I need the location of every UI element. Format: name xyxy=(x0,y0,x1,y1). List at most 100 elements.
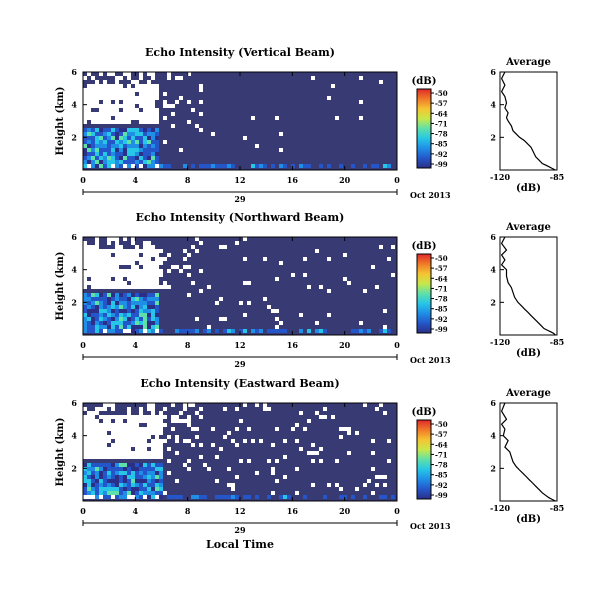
heatmap-cell xyxy=(199,495,203,499)
heatmap-cell xyxy=(103,140,107,144)
heatmap-cell xyxy=(231,164,235,168)
heatmap-cell xyxy=(179,419,183,423)
heatmap-cell xyxy=(127,253,131,257)
heatmap-cell xyxy=(175,265,179,269)
heatmap-cell xyxy=(111,132,115,136)
heatmap-cell xyxy=(263,257,267,261)
heatmap-cell xyxy=(147,132,151,136)
heatmap-cell xyxy=(147,463,151,467)
heatmap-cell xyxy=(87,100,91,104)
heatmap-cell xyxy=(159,164,163,168)
heatmap-cell xyxy=(99,72,103,76)
heatmap-cell xyxy=(295,423,299,427)
heatmap-cell xyxy=(107,281,111,285)
heatmap-cell xyxy=(159,483,163,487)
heatmap-cell xyxy=(159,455,163,459)
heatmap-cell xyxy=(107,261,111,265)
heatmap-cell xyxy=(175,415,179,419)
heatmap-cell xyxy=(267,495,271,499)
heatmap-cell xyxy=(147,140,151,144)
heatmap-cell xyxy=(243,329,247,333)
heatmap-cell xyxy=(87,273,91,277)
heatmap-cell xyxy=(155,120,159,124)
heatmap-cell xyxy=(103,136,107,140)
heatmap-cell xyxy=(107,144,111,148)
heatmap-cell xyxy=(203,164,207,168)
heatmap-cell xyxy=(319,329,323,333)
colorbar xyxy=(416,88,432,169)
heatmap-cell xyxy=(83,108,87,112)
heatmap-cell xyxy=(119,269,123,273)
colorbar-unit: (dB) xyxy=(412,76,437,87)
heatmap-cell xyxy=(175,419,179,423)
heatmap-cell xyxy=(147,329,151,333)
heatmap-cell xyxy=(183,257,187,261)
heatmap-cell xyxy=(139,72,143,76)
heatmap-cell xyxy=(111,321,115,325)
heatmap-cell xyxy=(87,419,91,423)
heatmap-cell xyxy=(143,447,147,451)
heatmap-cell xyxy=(135,435,139,439)
heatmap-cell xyxy=(147,241,151,245)
heatmap-cell xyxy=(127,463,131,467)
heatmap-cell xyxy=(111,92,115,96)
heatmap-cell xyxy=(367,479,371,483)
heatmap-cell xyxy=(143,467,147,471)
profile-y-tick-label: 2 xyxy=(490,297,496,307)
heatmap-cell xyxy=(159,463,163,467)
colorbar-tick-label: -71 xyxy=(435,119,448,128)
heatmap-cell xyxy=(151,403,155,407)
heatmap-cell xyxy=(115,447,119,451)
heatmap-cell xyxy=(199,269,203,273)
heatmap-cell xyxy=(139,100,143,104)
heatmap-cell xyxy=(131,265,135,269)
heatmap-cell xyxy=(163,407,167,411)
heatmap-cell xyxy=(163,439,167,443)
heatmap-cell xyxy=(123,491,127,495)
heatmap-cell xyxy=(171,419,175,423)
heatmap-cell xyxy=(115,164,119,168)
heatmap-cell xyxy=(199,289,203,293)
heatmap-cell xyxy=(99,321,103,325)
heatmap-cell xyxy=(123,305,127,309)
heatmap-cell xyxy=(135,164,139,168)
heatmap-cell xyxy=(147,415,151,419)
heatmap-cell xyxy=(115,116,119,120)
heatmap-cell xyxy=(355,431,359,435)
heatmap-cell xyxy=(135,281,139,285)
heatmap-cell xyxy=(171,427,175,431)
heatmap-cell xyxy=(103,281,107,285)
heatmap-cell xyxy=(231,495,235,499)
heatmap-cell xyxy=(103,164,107,168)
heatmap-cell xyxy=(159,249,163,253)
heatmap-cell xyxy=(263,403,267,407)
colorbar-tick-label: -92 xyxy=(435,315,448,324)
heatmap-cell xyxy=(83,407,87,411)
heatmap-cell xyxy=(275,325,279,329)
heatmap-cell xyxy=(155,487,159,491)
heatmap-cell xyxy=(95,419,99,423)
heatmap-cell xyxy=(123,136,127,140)
heatmap-cell xyxy=(123,112,127,116)
heatmap-cell xyxy=(243,495,247,499)
heatmap-cell xyxy=(151,427,155,431)
heatmap-cell xyxy=(115,269,119,273)
heatmap-cell xyxy=(243,313,247,317)
heatmap-cell xyxy=(91,140,95,144)
heatmap-cell xyxy=(103,471,107,475)
heatmap-cell xyxy=(135,455,139,459)
heatmap-cell xyxy=(263,164,267,168)
heatmap-x-tick-label: 0 xyxy=(80,175,86,185)
heatmap-cell xyxy=(287,495,291,499)
heatmap-cell xyxy=(119,415,123,419)
heatmap-cell xyxy=(95,156,99,160)
heatmap-cell xyxy=(147,273,151,277)
heatmap-cell xyxy=(103,120,107,124)
heatmap-cell xyxy=(91,84,95,88)
heatmap-cell xyxy=(143,415,147,419)
heatmap-cell xyxy=(147,293,151,297)
heatmap-cell xyxy=(127,423,131,427)
heatmap-cell xyxy=(147,431,151,435)
heatmap-cell xyxy=(143,475,147,479)
heatmap-cell xyxy=(139,132,143,136)
